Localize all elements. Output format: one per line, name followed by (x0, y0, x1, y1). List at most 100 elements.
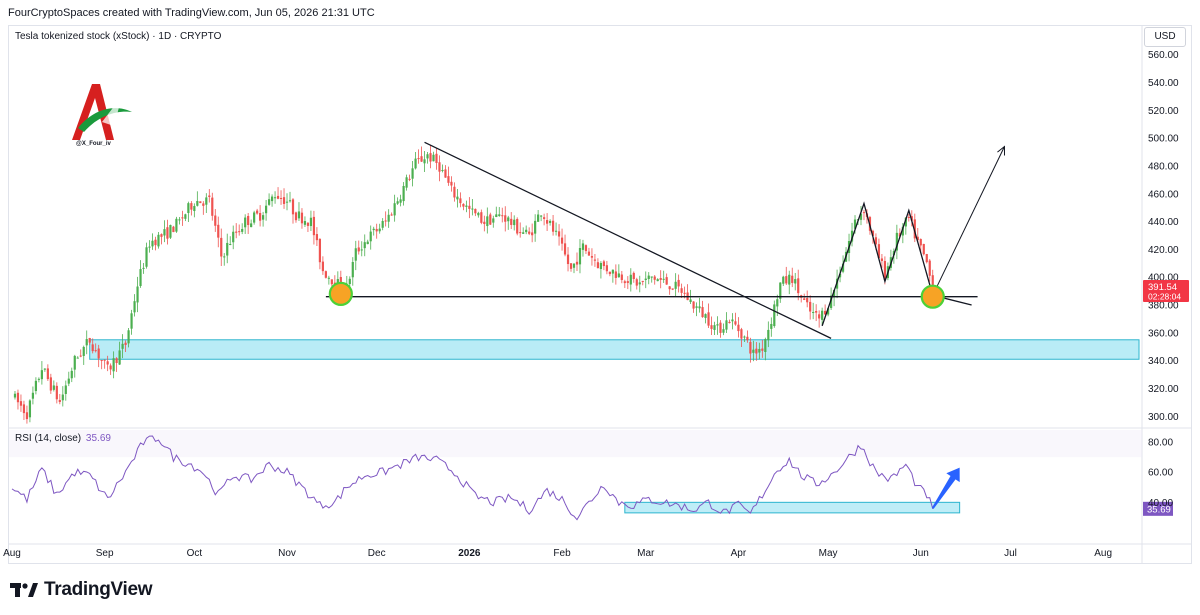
candle-body (486, 216, 489, 227)
candle-body (79, 355, 82, 357)
candle-body (791, 275, 794, 283)
tradingview-brand[interactable]: TradingView (10, 579, 153, 601)
price-tick-label: 400.00 (1148, 273, 1179, 284)
candle-body (528, 231, 531, 234)
candle-body (626, 281, 629, 283)
candle-body (593, 259, 597, 261)
candle-body (282, 197, 286, 204)
candle-body (543, 217, 546, 219)
candle-body (73, 355, 76, 370)
author-handle: @X_Four_iv (76, 141, 111, 147)
descending-trendline (424, 141, 832, 339)
candle-body (910, 216, 913, 221)
candle-body (704, 314, 707, 318)
candle-body (919, 239, 922, 246)
candle-body (922, 243, 925, 255)
candle-body (22, 404, 26, 414)
candle-body (130, 313, 133, 329)
candle-body (898, 233, 901, 237)
candle-body (106, 361, 109, 365)
candle-body (832, 290, 836, 298)
candle-body (121, 343, 124, 349)
candle-body (698, 306, 701, 309)
candle-body (904, 217, 907, 227)
candle-body (773, 304, 776, 327)
rsi-legend[interactable]: RSI (14, close) 35.69 (15, 433, 111, 444)
candle-body (677, 279, 680, 287)
demand-zone (89, 339, 1140, 360)
candle-body (767, 329, 770, 341)
time-tick-label: Dec (368, 548, 386, 559)
candle-body (465, 205, 468, 207)
price-tick-label: 540.00 (1148, 78, 1179, 89)
tradingview-wordmark: TradingView (44, 579, 153, 600)
tradingview-logo-icon (10, 583, 38, 597)
candle-body (414, 158, 417, 169)
author-logo (62, 78, 142, 156)
candle-body (193, 206, 196, 212)
candle-body (259, 213, 262, 221)
candle-body (160, 234, 163, 237)
price-tick-label: 500.00 (1148, 134, 1179, 145)
symbol-title[interactable]: Tesla tokenized stock (xStock) · 1D · CR… (15, 31, 222, 42)
time-tick-label: Oct (187, 548, 203, 559)
price-tick-label: 460.00 (1148, 189, 1179, 200)
candle-body (85, 339, 88, 346)
candle-body (566, 254, 570, 265)
candle-body (229, 243, 232, 245)
candle-body (417, 158, 420, 160)
candle-body (378, 228, 381, 232)
candle-body (614, 271, 617, 278)
candle-body (223, 256, 226, 258)
candle-body (707, 312, 710, 326)
candle-body (205, 197, 208, 205)
candle-body (483, 221, 486, 225)
support-touch-circle (920, 284, 945, 309)
currency-selector[interactable]: USD (1144, 27, 1186, 47)
candle-body (327, 277, 330, 279)
candle-body (405, 177, 408, 188)
candle-body (444, 169, 447, 178)
candle-body (40, 370, 43, 380)
candle-body (623, 281, 626, 284)
candle-body (489, 214, 492, 225)
candle-body (590, 256, 594, 258)
candle-body (28, 400, 32, 418)
rsi-value-text: 35.69 (1147, 504, 1171, 515)
candle-body (387, 214, 390, 222)
candle-body (853, 219, 857, 229)
candle-body (109, 365, 112, 370)
candle-body (653, 276, 656, 280)
candle-body (925, 254, 928, 263)
candle-body (537, 214, 540, 222)
candle-body (563, 243, 567, 255)
candle-body (369, 231, 372, 242)
candle-body (554, 230, 558, 232)
candle-body (755, 348, 758, 354)
drawing-annotations (325, 141, 1005, 339)
rsi-value-label (1143, 501, 1173, 516)
candle-body (420, 156, 423, 162)
candle-body (139, 269, 142, 286)
candle-body (67, 378, 70, 384)
candle-body (824, 310, 827, 315)
candle-body (776, 299, 779, 307)
price-axis: 300.00 320.00 340.00 360.00 380.00 400.00 420.… (1143, 50, 1189, 423)
candle-body (154, 239, 157, 246)
candle-body (348, 278, 351, 285)
candle-body (354, 248, 357, 261)
candle-body (459, 198, 462, 204)
time-tick-label: Apr (731, 548, 747, 559)
candle-body (235, 231, 238, 233)
candle-body (253, 212, 256, 223)
candle-body (874, 237, 878, 245)
candle-body (907, 216, 910, 218)
candle-body (423, 159, 426, 164)
price-tick-label: 340.00 (1148, 356, 1179, 367)
candle-body (602, 261, 605, 267)
candle-body (689, 299, 692, 302)
rsi-tick-label: 80.00 (1148, 438, 1173, 449)
candle-body (64, 385, 67, 394)
